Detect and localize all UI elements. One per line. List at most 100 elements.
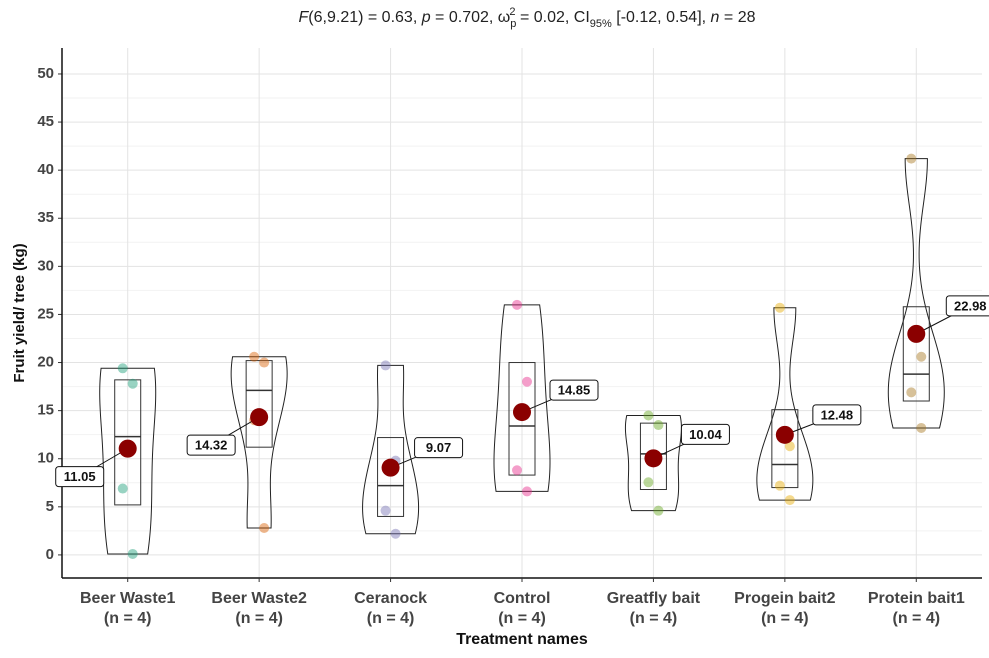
data-point <box>774 480 785 491</box>
x-tick-n-label: (n = 4) <box>235 610 283 627</box>
x-axis-title: Treatment names <box>456 631 588 648</box>
violin <box>230 356 288 529</box>
x-tick-label: Beer Waste1 <box>80 590 176 607</box>
mean-label-box <box>812 404 862 426</box>
x-tick-label: Progein bait2 <box>734 590 835 607</box>
mean-label-box <box>680 423 730 445</box>
data-point <box>784 441 795 452</box>
y-tick-label: 20 <box>37 354 54 371</box>
data-point <box>117 363 128 374</box>
data-point <box>653 420 664 431</box>
data-point <box>906 153 917 164</box>
violin <box>887 158 945 429</box>
violin <box>624 414 682 512</box>
y-tick-label: 0 <box>46 546 54 563</box>
y-tick-label: 30 <box>37 257 54 274</box>
box <box>114 379 142 506</box>
y-axis-title: Fruit yield/ tree (kg) <box>11 243 28 382</box>
x-tick-n-label: (n = 4) <box>630 610 678 627</box>
box <box>377 437 405 517</box>
mean-label-box <box>55 466 105 488</box>
mean-label: 12.48 <box>821 407 854 422</box>
y-tick-label: 10 <box>37 450 54 467</box>
data-point <box>512 465 522 476</box>
title-part: (6,9.21) = 0.63, <box>308 9 421 26</box>
box <box>771 409 799 489</box>
mean-label: 9.07 <box>426 440 451 455</box>
data-point <box>522 486 532 497</box>
title-part: [-0.12, 0.54], <box>612 9 711 26</box>
mean-point <box>775 425 794 444</box>
mean-label-box <box>414 437 464 459</box>
mean-label-box <box>186 434 236 456</box>
x-tick-n-label: (n = 4) <box>893 610 941 627</box>
data-point <box>380 505 391 516</box>
mean-point <box>907 324 926 343</box>
violin <box>99 367 157 555</box>
title-part: 95% <box>590 18 612 30</box>
mean-point <box>513 403 531 422</box>
title-part: F <box>299 9 310 26</box>
data-point <box>643 410 654 421</box>
data-point <box>906 387 917 398</box>
title-part: p <box>510 18 516 30</box>
title-part: = 0.02, CI <box>516 9 590 26</box>
data-point <box>522 376 532 387</box>
x-tick-n-label: (n = 4) <box>761 610 809 627</box>
violin <box>493 304 551 492</box>
data-point <box>916 422 927 433</box>
data-point <box>774 302 785 313</box>
box <box>902 306 930 402</box>
mean-point <box>381 458 400 477</box>
y-tick-label: 5 <box>46 498 54 515</box>
data-point <box>249 351 260 362</box>
violin <box>756 307 814 501</box>
mean-label: 14.32 <box>195 438 228 453</box>
mean-point <box>118 439 137 458</box>
data-point <box>512 299 522 310</box>
x-tick-label: Protein bait1 <box>868 590 965 607</box>
mean-point <box>250 408 269 427</box>
data-point <box>784 495 795 506</box>
chart-title: F(6,9.21) = 0.63, p = 0.702, ωp2 = 0.02,… <box>299 6 756 30</box>
x-tick-n-label: (n = 4) <box>498 610 546 627</box>
mean-label: 14.85 <box>558 383 591 398</box>
title-part: p <box>421 9 431 26</box>
violin <box>362 364 420 535</box>
x-tick-label: Ceranock <box>354 590 427 607</box>
y-tick-label: 25 <box>37 305 54 322</box>
box <box>245 360 273 448</box>
mean-label-box <box>945 295 989 317</box>
x-tick-label: Beer Waste2 <box>211 590 307 607</box>
title-part: = 0.702, ω <box>431 9 511 26</box>
x-tick-label: Greatfly bait <box>607 590 701 607</box>
y-tick-label: 45 <box>37 113 54 130</box>
x-tick-n-label: (n = 4) <box>104 610 152 627</box>
mean-label: 11.05 <box>64 469 96 484</box>
mean-label: 10.04 <box>689 427 722 442</box>
data-point <box>380 360 391 371</box>
title-part: = 28 <box>719 9 755 26</box>
x-tick-n-label: (n = 4) <box>367 610 415 627</box>
y-tick-label: 15 <box>37 402 54 419</box>
x-tick-label: Control <box>494 590 551 607</box>
y-tick-label: 40 <box>37 161 54 178</box>
data-point <box>127 378 138 389</box>
data-point <box>643 477 654 488</box>
mean-label-box <box>549 379 599 401</box>
data-point <box>390 528 401 539</box>
box <box>639 422 667 491</box>
box <box>508 362 536 476</box>
data-point <box>916 351 927 362</box>
y-tick-label: 35 <box>37 209 54 226</box>
data-point <box>653 505 664 516</box>
mean-point <box>644 449 663 468</box>
y-tick-label: 50 <box>37 65 54 82</box>
title-part: 2 <box>509 6 515 18</box>
data-point <box>259 522 270 533</box>
data-point <box>259 357 270 368</box>
title-part: n <box>711 9 720 26</box>
mean-label: 22.98 <box>954 298 987 313</box>
